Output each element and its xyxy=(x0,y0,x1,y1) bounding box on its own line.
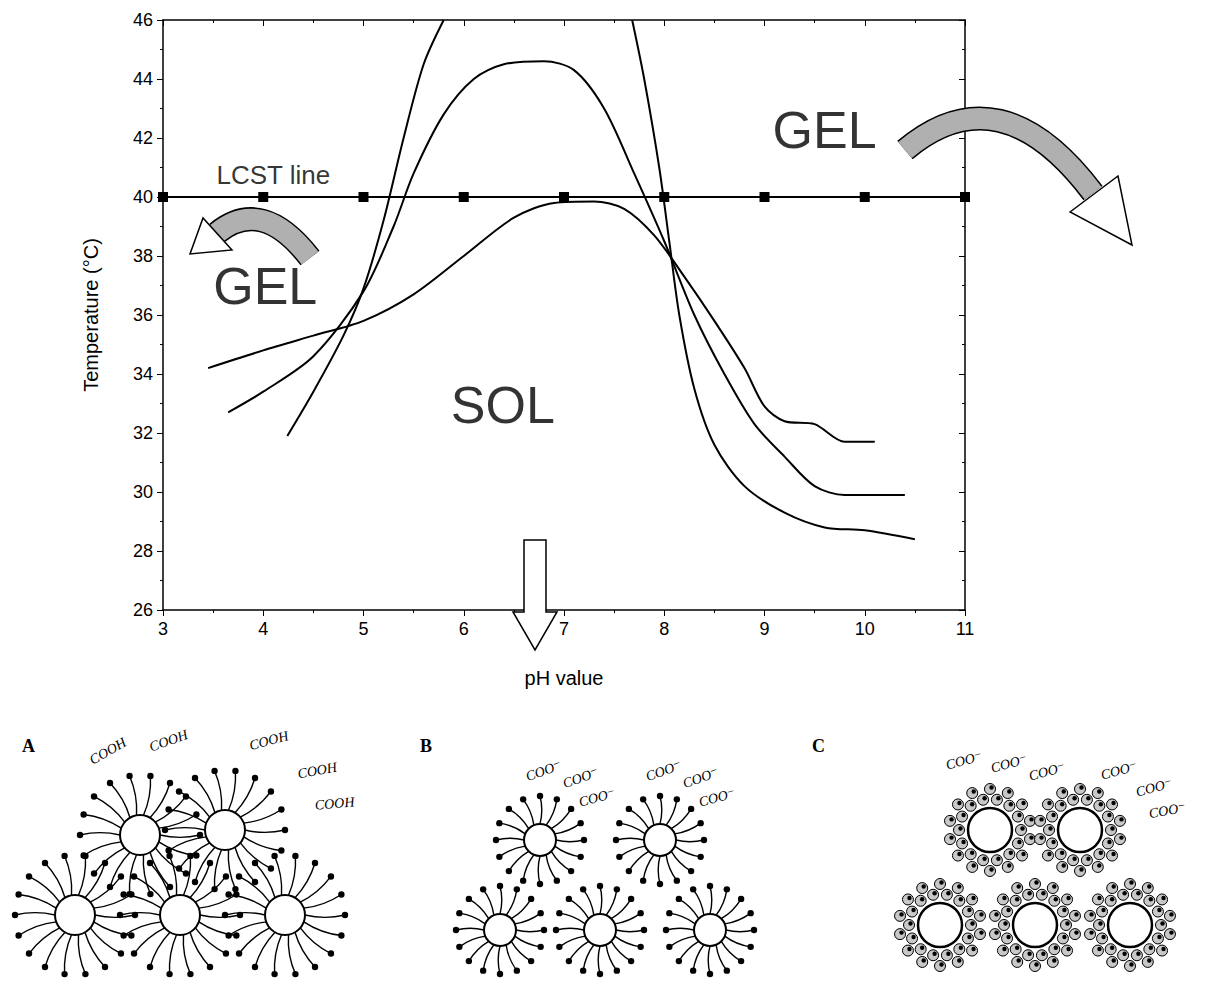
svg-text:COOH: COOH xyxy=(147,727,190,755)
svg-text:28: 28 xyxy=(133,541,153,561)
svg-text:46: 46 xyxy=(133,10,153,30)
svg-text:COO⁻: COO⁻ xyxy=(1099,759,1139,783)
svg-text:9: 9 xyxy=(759,619,769,639)
svg-text:42: 42 xyxy=(133,128,153,148)
svg-text:GEL: GEL xyxy=(213,257,317,315)
svg-text:5: 5 xyxy=(358,619,368,639)
svg-text:4: 4 xyxy=(258,619,268,639)
svg-text:COO⁻: COO⁻ xyxy=(1027,760,1067,784)
svg-text:7: 7 xyxy=(559,619,569,639)
svg-text:30: 30 xyxy=(133,482,153,502)
svg-text:COO⁻: COO⁻ xyxy=(644,757,684,784)
svg-text:COO⁻: COO⁻ xyxy=(1134,776,1174,800)
svg-text:COO⁻: COO⁻ xyxy=(697,786,737,810)
svg-text:pH value: pH value xyxy=(525,667,604,689)
svg-text:COOH: COOH xyxy=(248,728,291,753)
svg-text:COO⁻: COO⁻ xyxy=(1148,800,1187,821)
svg-text:10: 10 xyxy=(855,619,875,639)
svg-text:GEL: GEL xyxy=(773,101,877,159)
svg-text:COO⁻: COO⁻ xyxy=(561,764,601,791)
svg-text:COO⁻: COO⁻ xyxy=(989,752,1029,776)
svg-text:C: C xyxy=(812,736,825,756)
svg-text:COO⁻: COO⁻ xyxy=(681,764,721,791)
svg-text:6: 6 xyxy=(459,619,469,639)
svg-text:COO⁻: COO⁻ xyxy=(577,786,617,810)
svg-text:COOH: COOH xyxy=(296,760,339,782)
svg-text:LCST line: LCST line xyxy=(216,160,330,190)
svg-text:40: 40 xyxy=(133,187,153,207)
svg-text:11: 11 xyxy=(956,619,975,639)
svg-text:Temperature (°C): Temperature (°C) xyxy=(80,238,102,392)
svg-text:38: 38 xyxy=(133,246,153,266)
svg-text:3: 3 xyxy=(158,619,168,639)
svg-text:8: 8 xyxy=(659,619,669,639)
svg-text:A: A xyxy=(22,736,35,756)
svg-text:COO⁻: COO⁻ xyxy=(944,749,984,773)
svg-text:SOL: SOL xyxy=(451,376,555,434)
svg-text:34: 34 xyxy=(133,364,153,384)
svg-text:COOH: COOH xyxy=(314,794,356,812)
svg-text:26: 26 xyxy=(133,600,153,620)
svg-text:COOH: COOH xyxy=(87,734,130,767)
svg-text:36: 36 xyxy=(133,305,153,325)
svg-text:44: 44 xyxy=(133,69,153,89)
svg-text:COO⁻: COO⁻ xyxy=(524,757,564,784)
svg-text:B: B xyxy=(420,736,432,756)
svg-text:32: 32 xyxy=(133,423,153,443)
